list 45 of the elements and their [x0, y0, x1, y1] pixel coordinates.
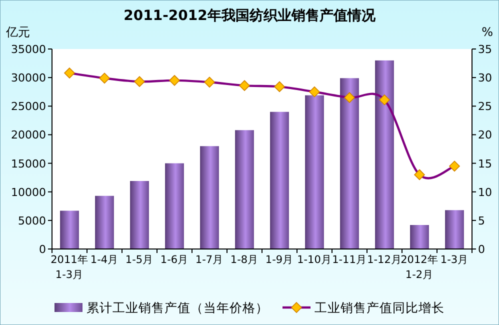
x-tick-label: 1-8月 — [230, 254, 259, 266]
x-tick-label: 1-11月 — [332, 254, 367, 266]
x-tick-label: 1-7月 — [195, 254, 224, 266]
x-tick-label: 1-4月 — [90, 254, 119, 266]
bar — [375, 60, 394, 249]
y2-tick-label: 20 — [478, 128, 492, 142]
bar — [130, 181, 149, 249]
bar — [95, 196, 114, 249]
bar — [165, 163, 184, 249]
y2-tick-label: 15 — [478, 157, 492, 170]
y-tick-label: 25000 — [11, 100, 46, 114]
x-tick-label: 1-9月 — [265, 254, 294, 266]
y-tick-label: 35000 — [11, 43, 46, 56]
y2-tick-label: 0 — [478, 243, 485, 256]
y2-tick-label: 25 — [478, 100, 492, 114]
y2-tick-label: 5 — [478, 214, 485, 228]
y-tick-label: 0 — [39, 243, 46, 256]
chart-title: 2011-2012年我国纺织业销售产值情况 — [124, 7, 376, 24]
y-tick-label: 30000 — [11, 72, 46, 85]
x-tick-label: 1-10月 — [297, 254, 332, 266]
y2-tick-label: 10 — [478, 186, 492, 199]
x-tick-label: 2012年 1-2月 — [400, 254, 438, 281]
y-tick-label: 10000 — [11, 186, 46, 199]
bar — [200, 146, 219, 249]
bar — [235, 130, 254, 249]
bar — [410, 225, 429, 249]
bar — [445, 210, 464, 249]
bar — [305, 95, 324, 249]
y-axis-title: 亿元 — [5, 25, 30, 39]
bar — [60, 210, 79, 249]
x-tick-label: 1-5月 — [125, 254, 154, 266]
y-tick-label: 15000 — [11, 157, 46, 170]
legend-label: 工业销售产值同比增长 — [314, 300, 444, 315]
x-tick-label: 2011年 1-3月 — [50, 254, 88, 281]
x-tick-label: 1-12月 — [367, 254, 402, 266]
bar — [270, 112, 289, 249]
x-tick-label: 1-3月 — [440, 254, 469, 266]
legend-label: 累计工业销售产值（当年价格） — [86, 300, 268, 315]
y-tick-label: 5000 — [18, 214, 46, 228]
y-tick-label: 20000 — [11, 128, 46, 142]
y2-axis-title: % — [482, 25, 493, 39]
bar — [340, 78, 359, 249]
y2-tick-label: 35 — [478, 43, 492, 56]
y2-tick-label: 30 — [478, 72, 492, 85]
x-tick-label: 1-6月 — [160, 254, 189, 266]
